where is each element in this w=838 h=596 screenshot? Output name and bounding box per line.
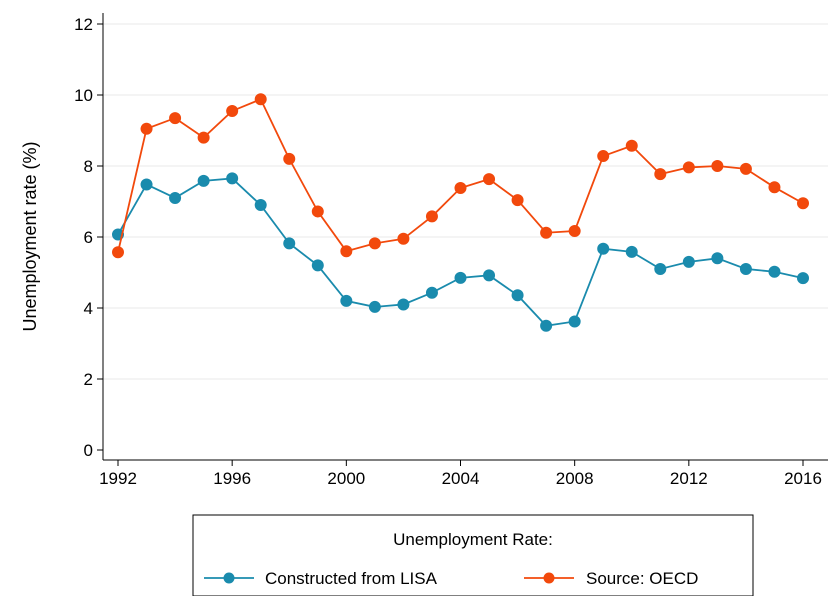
data-point	[254, 93, 267, 106]
data-point	[254, 199, 267, 212]
data-point	[483, 173, 496, 186]
legend-swatch-marker	[223, 572, 235, 584]
x-tick-label: 2008	[556, 469, 594, 488]
data-point	[597, 242, 610, 255]
data-point	[568, 224, 581, 237]
data-point	[197, 174, 210, 187]
data-point	[625, 245, 638, 258]
legend-swatch-marker	[543, 572, 555, 584]
data-point	[597, 150, 610, 163]
legend-item: Constructed from LISA	[204, 569, 438, 588]
data-point	[368, 237, 381, 250]
x-tick-label: 2000	[327, 469, 365, 488]
grid-lines	[103, 23, 828, 380]
series-layer	[112, 93, 809, 332]
data-point	[425, 286, 438, 299]
data-point	[739, 162, 752, 175]
data-point	[283, 237, 296, 250]
data-point	[654, 168, 667, 181]
data-point	[568, 315, 581, 328]
y-axis-title: Unemployment rate (%)	[20, 141, 40, 331]
legend-item: Source: OECD	[524, 569, 698, 588]
data-point	[169, 191, 182, 204]
data-point	[397, 298, 410, 311]
data-point	[682, 161, 695, 174]
legend-label: Source: OECD	[586, 569, 698, 588]
data-point	[711, 252, 724, 265]
series-oecd	[112, 93, 809, 259]
y-tick-label: 2	[84, 370, 93, 389]
y-tick-label: 10	[74, 86, 93, 105]
y-tick-label: 6	[84, 228, 93, 247]
x-tick-label: 1992	[99, 469, 137, 488]
data-point	[311, 259, 324, 272]
data-point	[340, 245, 353, 258]
data-point	[797, 272, 809, 285]
data-point	[454, 182, 467, 195]
x-axis-ticks: 1992 1996 2000 2004 2008 2012 2016	[99, 460, 822, 488]
data-point	[682, 255, 695, 268]
data-point	[768, 181, 781, 194]
data-point	[283, 152, 296, 165]
data-point	[425, 210, 438, 223]
y-tick-label: 8	[84, 157, 93, 176]
data-point	[797, 197, 809, 210]
series-line	[117, 177, 804, 327]
data-point	[226, 172, 239, 185]
data-point	[197, 131, 210, 144]
data-point	[711, 160, 724, 172]
legend-label: Constructed from LISA	[265, 569, 438, 588]
data-point	[226, 104, 239, 117]
data-point	[739, 262, 752, 275]
data-point	[483, 269, 496, 282]
data-point	[768, 265, 781, 278]
data-point	[397, 232, 410, 245]
data-point	[654, 262, 667, 275]
data-point	[540, 226, 553, 239]
data-point	[368, 300, 381, 313]
data-point	[540, 319, 553, 332]
y-tick-label: 0	[84, 441, 93, 460]
data-point	[140, 178, 153, 191]
data-point	[140, 122, 153, 135]
legend-title: Unemployment Rate:	[393, 530, 553, 549]
data-point	[340, 294, 353, 307]
data-point	[169, 112, 182, 125]
data-point	[511, 289, 524, 302]
x-tick-label: 2016	[784, 469, 822, 488]
y-tick-label: 4	[84, 299, 93, 318]
y-tick-label: 12	[74, 15, 93, 34]
data-point	[112, 246, 124, 259]
legend: Unemployment Rate: Constructed from LISA…	[192, 514, 754, 596]
data-point	[511, 194, 524, 207]
legend-items: Constructed from LISA Source: OECD	[204, 569, 698, 588]
data-point	[454, 271, 467, 284]
x-tick-label: 2004	[442, 469, 480, 488]
x-tick-label: 1996	[213, 469, 251, 488]
series-line	[117, 98, 804, 253]
y-axis-ticks: 0 2 4 6 8 10 12	[74, 15, 103, 460]
data-point	[311, 205, 324, 218]
data-point	[625, 139, 638, 152]
x-tick-label: 2012	[670, 469, 708, 488]
legend-box	[192, 514, 754, 596]
